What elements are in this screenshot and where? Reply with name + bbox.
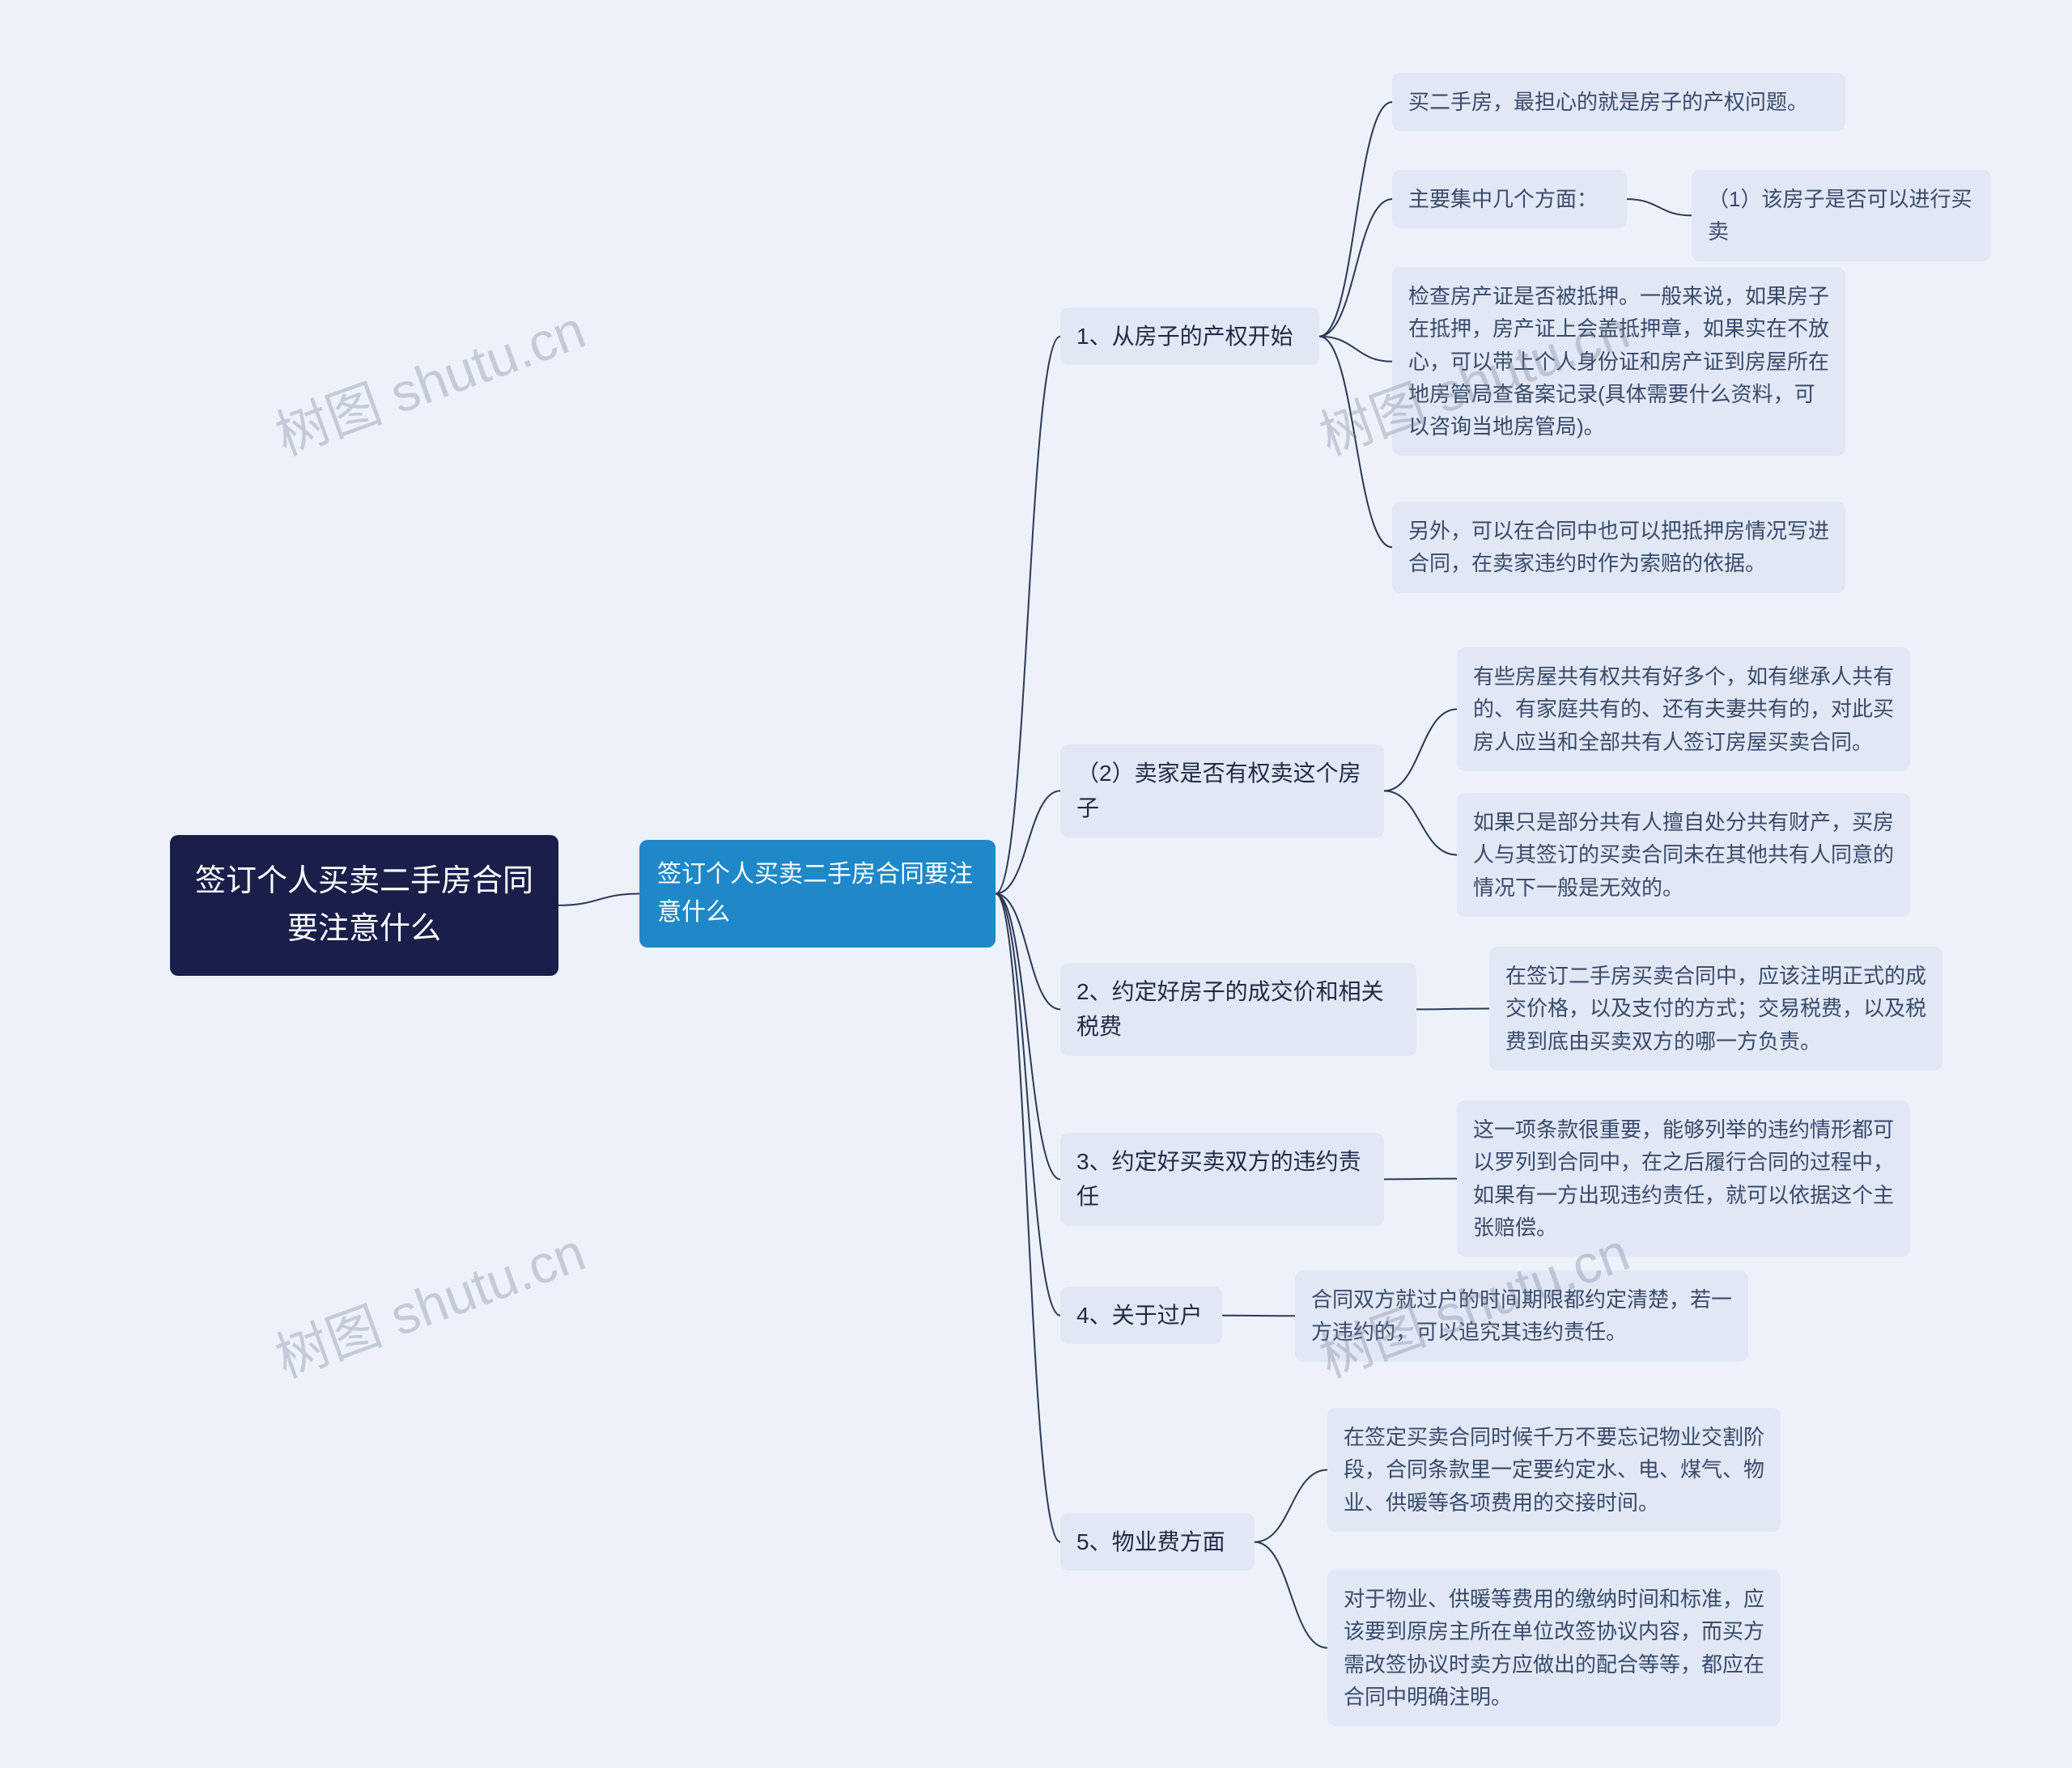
branch-2[interactable]: （2）卖家是否有权卖这个房子 <box>1060 744 1384 837</box>
branch-2-leaf-a: 有些房屋共有权共有好多个，如有继承人共有的、有家庭共有的、还有夫妻共有的，对此买… <box>1457 647 1910 771</box>
branch-1-leaf-d: 另外，可以在合同中也可以把抵押房情况写进合同，在卖家违约时作为索赔的依据。 <box>1392 502 1845 593</box>
watermark: 树图 shutu.cn <box>264 1210 595 1393</box>
branch-1-leaf-b: 主要集中几个方面： <box>1392 170 1627 228</box>
branch-1-leaf-b1: （1）该房子是否可以进行买卖 <box>1692 170 1991 261</box>
watermark: 树图 shutu.cn <box>264 287 595 471</box>
branch-1[interactable]: 1、从房子的产权开始 <box>1060 307 1319 365</box>
branch-3-leaf-a: 在签订二手房买卖合同中，应该注明正式的成交价格，以及支付的方式；交易税费，以及税… <box>1489 947 1942 1071</box>
root-node[interactable]: 签订个人买卖二手房合同要注意什么 <box>170 835 558 976</box>
branch-1-leaf-a: 买二手房，最担心的就是房子的产权问题。 <box>1392 73 1845 131</box>
branch-5-leaf-a: 合同双方就过户的时间期限都约定清楚，若一方违约的，可以追究其违约责任。 <box>1295 1270 1748 1362</box>
branch-2-leaf-b: 如果只是部分共有人擅自处分共有财产，买房人与其签订的买卖合同未在其他共有人同意的… <box>1457 793 1910 917</box>
branch-3[interactable]: 2、约定好房子的成交价和相关税费 <box>1060 963 1416 1056</box>
branch-6[interactable]: 5、物业费方面 <box>1060 1513 1255 1571</box>
branch-5[interactable]: 4、关于过户 <box>1060 1287 1222 1344</box>
branch-4-leaf-a: 这一项条款很重要，能够列举的违约情形都可以罗列到合同中，在之后履行合同的过程中，… <box>1457 1100 1910 1257</box>
branch-6-leaf-a: 在签定买卖合同时候千万不要忘记物业交割阶段，合同条款里一定要约定水、电、煤气、物… <box>1327 1408 1781 1532</box>
branch-4[interactable]: 3、约定好买卖双方的违约责任 <box>1060 1133 1384 1226</box>
branch-1-leaf-c: 检查房产证是否被抵押。一般来说，如果房子在抵押，房产证上会盖抵押章，如果实在不放… <box>1392 267 1845 456</box>
branch-6-leaf-b: 对于物业、供暖等费用的缴纳时间和标准，应该要到原房主所在单位改签协议内容，而买方… <box>1327 1570 1781 1726</box>
level1-node[interactable]: 签订个人买卖二手房合同要注意什么 <box>639 840 996 948</box>
